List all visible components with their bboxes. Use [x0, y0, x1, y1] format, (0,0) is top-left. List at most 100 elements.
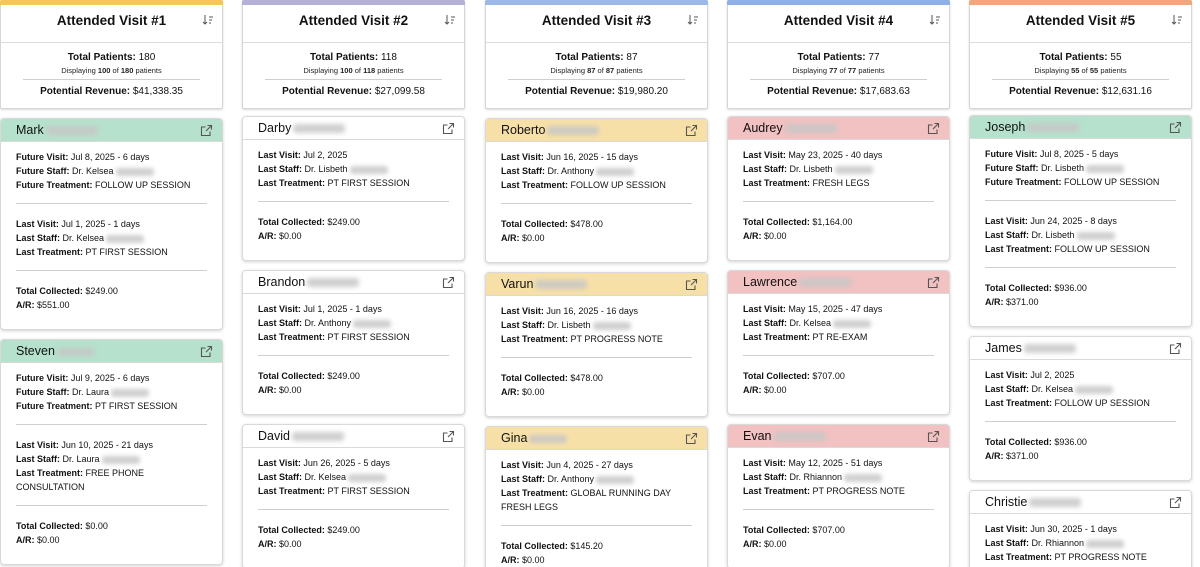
divider — [16, 505, 207, 506]
total-patients: Total Patients: 180 — [67, 52, 156, 63]
open-external-icon[interactable] — [200, 345, 213, 358]
potential-revenue: Potential Revenue: $41,338.35 — [40, 86, 183, 97]
column-title: Attended Visit #3 — [541, 13, 652, 28]
patient-card[interactable]: Audrey Last Visit: May 23, 2025 - 40 day… — [727, 116, 950, 261]
sort-icon[interactable] — [687, 14, 699, 26]
divider — [258, 509, 449, 510]
redacted-text — [106, 234, 145, 243]
divider — [508, 79, 685, 80]
open-external-icon[interactable] — [1169, 342, 1182, 355]
patient-card[interactable]: Joseph Future Visit: Jul 8, 2025 - 5 day… — [969, 115, 1192, 327]
divider — [265, 79, 442, 80]
patient-card[interactable]: David Last Visit: Jun 26, 2025 - 5 days … — [242, 424, 465, 567]
divider — [743, 509, 934, 510]
patient-name: Gina — [501, 431, 568, 445]
patient-name: Audrey — [743, 121, 837, 135]
sort-icon[interactable] — [1171, 14, 1183, 26]
redacted-surname — [45, 126, 98, 136]
sort-icon[interactable] — [444, 14, 456, 26]
redacted-surname — [307, 278, 360, 288]
open-external-icon[interactable] — [685, 432, 698, 445]
divider — [728, 42, 949, 43]
card-header: Christie — [970, 491, 1191, 514]
card-header: James — [970, 337, 1191, 360]
divider — [970, 42, 1191, 43]
redacted-text — [1075, 385, 1114, 394]
divider — [486, 42, 707, 43]
open-external-icon[interactable] — [685, 278, 698, 291]
redacted-text — [353, 319, 392, 328]
card-header: Varun — [486, 273, 707, 296]
patient-name: Darby — [258, 121, 346, 135]
open-external-icon[interactable] — [927, 122, 940, 135]
open-external-icon[interactable] — [200, 124, 213, 137]
column-accent-bar — [969, 0, 1192, 5]
card-header: Mark — [1, 119, 222, 142]
divider — [501, 357, 692, 358]
divider — [750, 79, 927, 80]
total-patients: Total Patients: 87 — [555, 52, 638, 63]
patient-card[interactable]: Steven Future Visit: Jul 9, 2025 - 6 day… — [0, 339, 223, 565]
total-patients: Total Patients: 77 — [797, 52, 880, 63]
redacted-text — [834, 165, 873, 174]
redacted-text — [596, 167, 635, 176]
column-title: Attended Visit #4 — [783, 13, 894, 28]
divider — [992, 79, 1169, 80]
divider — [985, 421, 1176, 422]
patient-card[interactable]: Evan Last Visit: May 12, 2025 - 51 days … — [727, 424, 950, 567]
redacted-text — [101, 455, 140, 464]
sort-icon[interactable] — [929, 14, 941, 26]
patient-card[interactable]: Roberto Last Visit: Jun 16, 2025 - 15 da… — [485, 118, 708, 263]
patient-name: James — [985, 341, 1076, 355]
redacted-text — [1076, 231, 1115, 240]
column-header: Attended Visit #1 Total Patients: 180 Di… — [0, 0, 223, 109]
patient-card[interactable]: Mark Future Visit: Jul 8, 2025 - 6 days … — [0, 118, 223, 330]
redacted-text — [1086, 539, 1125, 548]
patient-name: Steven — [16, 344, 95, 358]
patient-card[interactable]: Brandon Last Visit: Jul 1, 2025 - 1 days… — [242, 270, 465, 415]
patient-card[interactable]: Varun Last Visit: Jun 16, 2025 - 16 days… — [485, 272, 708, 417]
open-external-icon[interactable] — [442, 122, 455, 135]
open-external-icon[interactable] — [685, 124, 698, 137]
divider — [985, 267, 1176, 268]
open-external-icon[interactable] — [1169, 496, 1182, 509]
redacted-text — [833, 319, 872, 328]
divider — [501, 525, 692, 526]
open-external-icon[interactable] — [442, 276, 455, 289]
open-external-icon[interactable] — [1169, 121, 1182, 134]
displaying-count: Displaying 100 of 180 patients — [61, 66, 162, 75]
divider — [743, 201, 934, 202]
divider — [16, 203, 207, 204]
potential-revenue: Potential Revenue: $27,099.58 — [282, 86, 425, 97]
patient-name: Christie — [985, 495, 1082, 509]
patient-name: Varun — [501, 277, 588, 291]
open-external-icon[interactable] — [927, 276, 940, 289]
divider — [743, 355, 934, 356]
displaying-count: Displaying 77 of 77 patients — [792, 66, 885, 75]
divider — [985, 200, 1176, 201]
total-patients: Total Patients: 55 — [1039, 52, 1122, 63]
redacted-text — [844, 473, 883, 482]
column-accent-bar — [242, 0, 465, 5]
divider — [23, 79, 200, 80]
column-header: Attended Visit #3 Total Patients: 87 Dis… — [485, 0, 708, 109]
column-header: Attended Visit #5 Total Patients: 55 Dis… — [969, 0, 1192, 109]
redacted-text — [349, 165, 388, 174]
card-header: Gina — [486, 427, 707, 450]
column-title: Attended Visit #1 — [56, 13, 167, 28]
open-external-icon[interactable] — [927, 430, 940, 443]
patient-card[interactable]: Christie Last Visit: Jun 30, 2025 - 1 da… — [969, 490, 1192, 567]
patient-card[interactable]: Lawrence Last Visit: May 15, 2025 - 47 d… — [727, 270, 950, 415]
redacted-surname — [773, 432, 826, 442]
patient-card[interactable]: James Last Visit: Jul 2, 2025 Last Staff… — [969, 336, 1192, 481]
redacted-surname — [529, 434, 568, 443]
patient-card[interactable]: Gina Last Visit: Jun 4, 2025 - 27 days L… — [485, 426, 708, 567]
sort-icon[interactable] — [202, 14, 214, 26]
redacted-surname — [291, 432, 344, 442]
displaying-count: Displaying 55 of 55 patients — [1034, 66, 1127, 75]
open-external-icon[interactable] — [442, 430, 455, 443]
redacted-surname — [56, 347, 95, 356]
redacted-text — [111, 388, 150, 397]
patient-card[interactable]: Darby Last Visit: Jul 2, 2025 Last Staff… — [242, 116, 465, 261]
